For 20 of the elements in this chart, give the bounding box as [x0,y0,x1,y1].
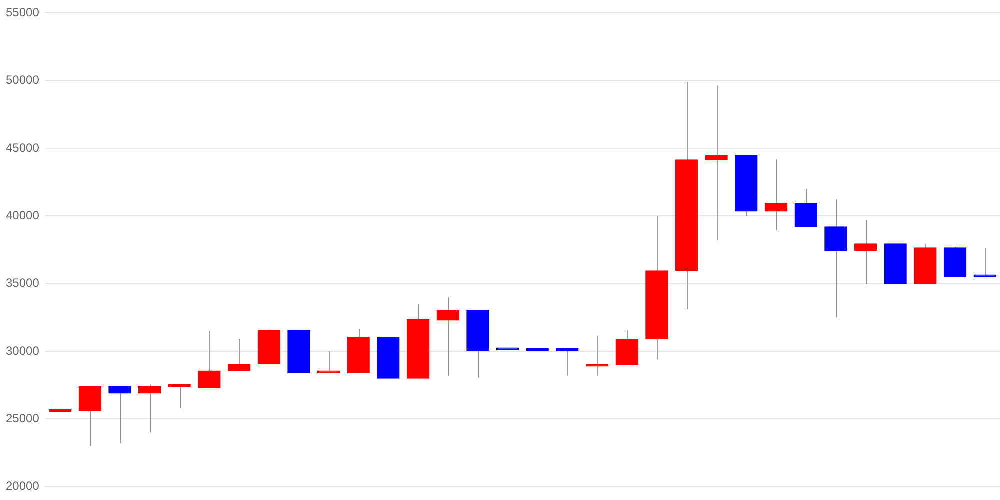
candlestick [108,386,132,444]
candlestick [78,386,102,447]
y-tick-label: 30000 [6,344,40,358]
y-tick-label: 20000 [6,479,40,494]
y-tick-label: 55000 [6,6,40,20]
candlestick [764,158,788,231]
candlestick [198,330,221,389]
candlestick [824,198,848,318]
candlestick [854,220,878,286]
candlestick [705,85,728,242]
candlestick [974,247,996,278]
candlestick [794,188,818,228]
candlestick [228,338,251,372]
candlestick [436,296,460,376]
y-tick-label: 40000 [6,208,40,222]
y-tick-label: 35000 [6,276,40,290]
candlestick [138,384,162,434]
y-tick-label: 45000 [6,140,40,155]
y-tick-label: 50000 [6,73,40,88]
y-tick-label: 25000 [6,411,40,426]
